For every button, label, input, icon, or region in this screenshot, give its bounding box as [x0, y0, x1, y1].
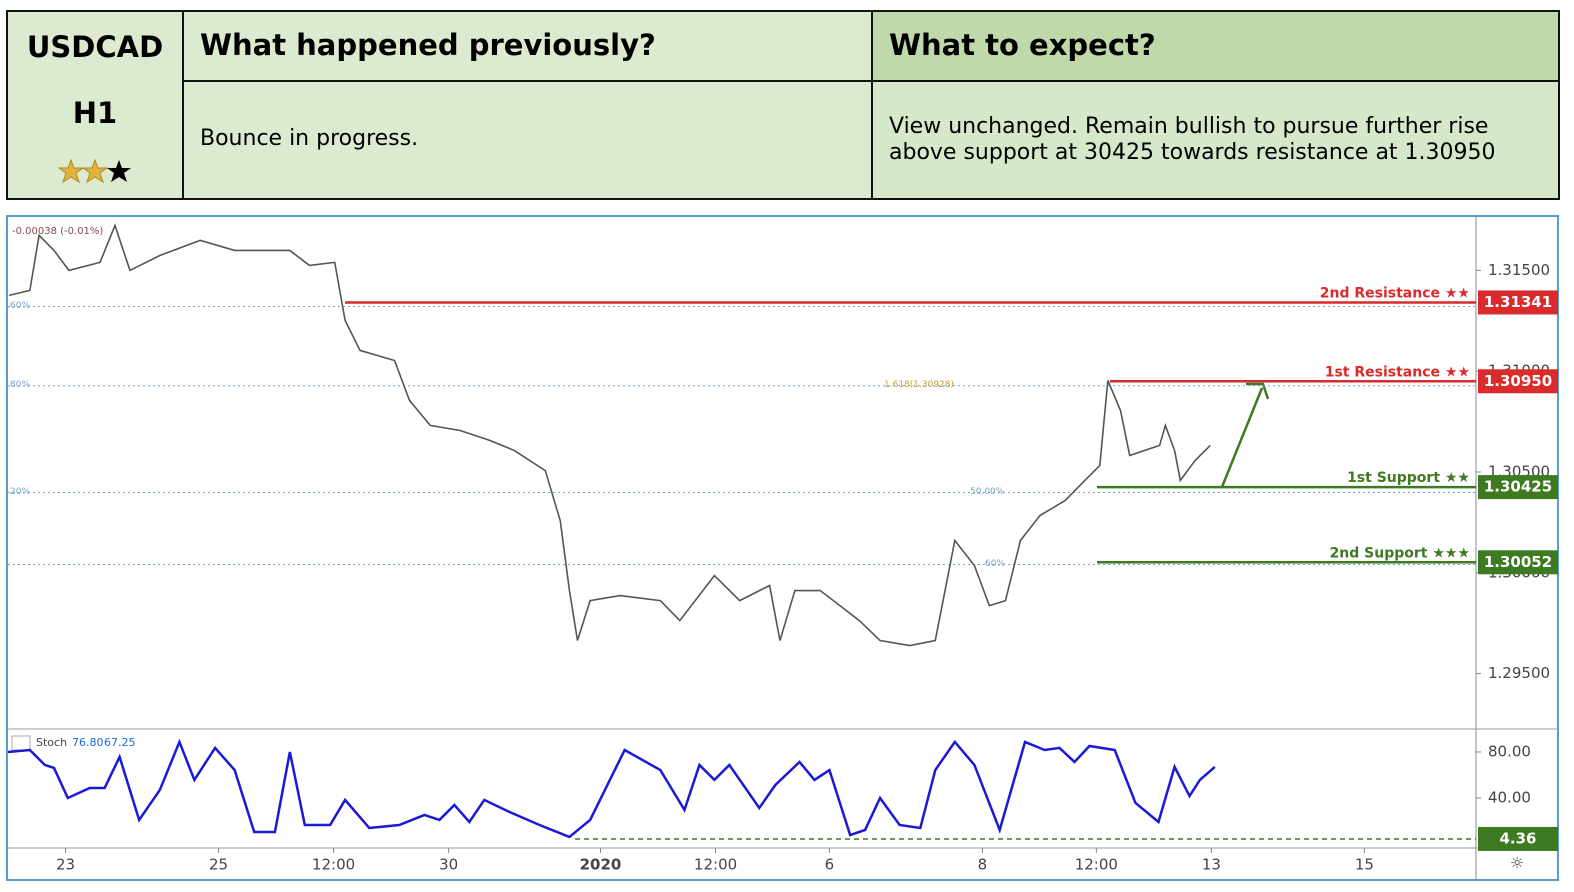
x-tick-label: 30	[439, 856, 458, 874]
symbol-cell: USDCAD H1	[6, 10, 184, 200]
header-previous: What happened previously?	[182, 10, 873, 82]
fib-label: 80%	[10, 380, 30, 390]
y-tick-label: 40.00	[1488, 788, 1531, 806]
level-box	[1478, 550, 1558, 575]
indicator-readout: 67.25	[104, 736, 136, 749]
change-label: -0.00038 (-0.01%)	[12, 226, 103, 237]
x-tick-label: 12:00	[1075, 856, 1118, 874]
level-box	[1478, 369, 1558, 394]
chart-frame	[6, 215, 1559, 881]
header-expect: What to expect?	[871, 10, 1560, 82]
forecast-arrow-head	[1246, 382, 1270, 400]
collapse-button[interactable]	[11, 735, 31, 751]
timeframe: H1	[72, 96, 118, 130]
symbol: USDCAD	[26, 30, 164, 64]
level-value: 1.31341	[1484, 293, 1552, 311]
level-value: 1.30950	[1484, 372, 1552, 390]
rating-stars	[58, 158, 131, 184]
x-tick-label: 12:00	[312, 856, 355, 874]
fib-note: 50.00%	[970, 487, 1005, 497]
series-line	[8, 223, 1211, 647]
info-table: USDCAD H1 What happened previously? What…	[6, 10, 1560, 200]
level-value: 4.36	[1499, 829, 1536, 847]
x-tick-label: 25	[209, 856, 228, 874]
fib-label: 20%	[10, 487, 30, 497]
y-tick-label: 1.31500	[1488, 261, 1550, 279]
settings-icon[interactable]: ☼	[1510, 854, 1524, 873]
level-label: 2nd Resistance ★★	[1320, 285, 1470, 301]
x-tick-label: 12:00	[694, 856, 737, 874]
x-tick-label: 15	[1355, 856, 1374, 874]
level-value: 1.30425	[1484, 478, 1552, 496]
level-label: 1st Resistance ★★	[1325, 364, 1470, 380]
expect-text: View unchanged. Remain bullish to pursue…	[871, 80, 1560, 200]
previous-text: Bounce in progress.	[182, 80, 873, 200]
fib-label: 60%	[10, 301, 30, 311]
indicator-name: Stoch	[36, 736, 67, 749]
level-label: 1st Support ★★	[1347, 470, 1470, 486]
indicator-readout: 76.80	[72, 736, 104, 749]
fib-note: 60%	[985, 559, 1005, 569]
y-tick-label: 80.00	[1488, 742, 1531, 760]
x-tick-label: 6	[825, 856, 835, 874]
y-tick-label: 1.29500	[1488, 664, 1550, 682]
level-box	[1478, 290, 1558, 315]
level-value: 1.30052	[1484, 553, 1552, 571]
x-tick-label: 13	[1202, 856, 1221, 874]
forecast-arrow	[1220, 387, 1264, 488]
x-tick-label: 23	[56, 856, 75, 874]
fib-note: 1.618(1.30928)	[884, 380, 954, 390]
level-label: 2nd Support ★★★	[1330, 545, 1470, 561]
series-line	[7, 738, 1216, 839]
x-tick-label: 8	[978, 856, 988, 874]
level-box	[1478, 826, 1558, 851]
level-box	[1478, 475, 1558, 500]
x-tick-label: 2020	[580, 856, 622, 874]
